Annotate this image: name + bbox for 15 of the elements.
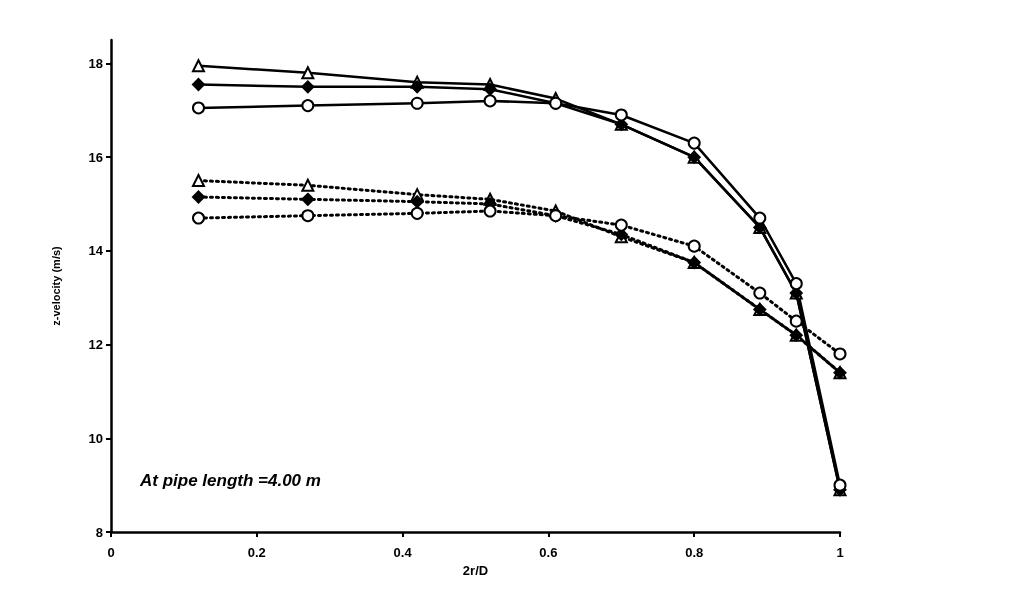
x-tick-label: 0 xyxy=(107,545,115,560)
y-tick-label: 10 xyxy=(88,430,103,446)
y-tick-label: 18 xyxy=(88,55,103,71)
y-tick-label: 16 xyxy=(88,149,103,165)
y-tick-label: 12 xyxy=(88,337,103,353)
x-tick-label: 0.2 xyxy=(247,545,266,560)
y-tick-label: 8 xyxy=(95,524,103,540)
x-tick-label: 0.4 xyxy=(393,545,413,560)
y-axis-title: z-velocity (m/s) xyxy=(49,245,62,326)
x-tick-label: 0.8 xyxy=(685,545,704,560)
x-axis-title: 2r/D xyxy=(462,563,489,578)
x-tick-label: 0.6 xyxy=(539,545,558,560)
x-tick-label: 1 xyxy=(836,545,844,560)
y-tick-label: 14 xyxy=(88,243,104,259)
annotation: At pipe length =4.00 m xyxy=(139,471,321,490)
